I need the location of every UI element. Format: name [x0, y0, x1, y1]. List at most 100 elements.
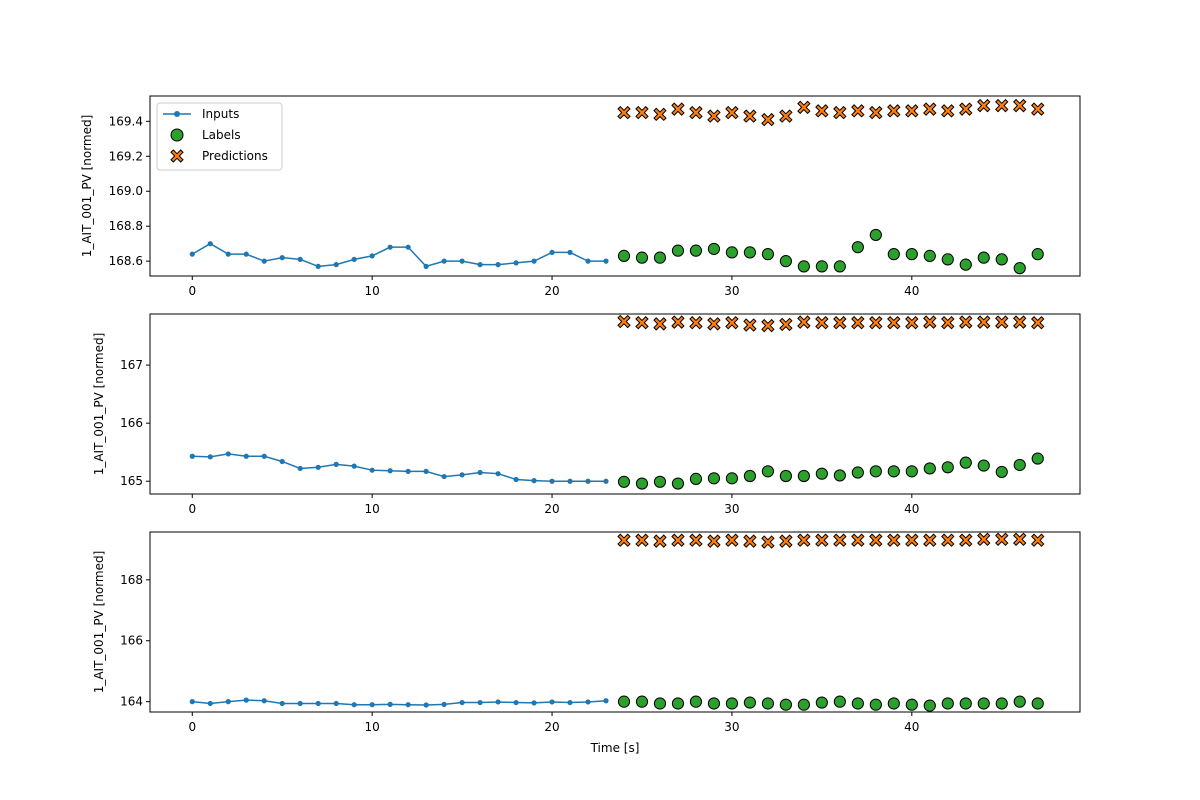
label-point — [725, 697, 739, 710]
inputs-point — [207, 454, 213, 460]
inputs-point — [477, 262, 483, 268]
prediction-point — [653, 534, 667, 548]
y-tick-label: 169.2 — [109, 149, 143, 163]
label-point — [977, 697, 990, 710]
prediction-point — [959, 315, 973, 329]
label-point — [779, 469, 792, 483]
x-tick-label: 20 — [544, 720, 559, 734]
label-point — [707, 242, 721, 256]
inputs-point — [513, 699, 519, 706]
prediction-point — [761, 318, 775, 333]
prediction-point — [1031, 102, 1045, 116]
inputs-point — [387, 701, 393, 707]
label-point — [671, 244, 685, 257]
label-point — [653, 475, 667, 488]
prediction-point — [815, 533, 829, 547]
y-tick-label: 167 — [120, 358, 143, 372]
label-point — [941, 697, 954, 710]
legend-entry-predictions: Predictions — [170, 149, 268, 163]
y-tick-label: 168.8 — [109, 219, 143, 233]
label-point — [887, 465, 900, 478]
label-point — [833, 695, 846, 708]
legend-label-inputs: Inputs — [202, 107, 239, 121]
label-point — [689, 244, 703, 257]
inputs-point — [279, 255, 285, 261]
label-point — [905, 248, 918, 261]
prediction-point — [653, 317, 667, 331]
inputs-point — [315, 700, 321, 707]
y-tick-label: 164 — [120, 695, 143, 709]
label-point — [1031, 452, 1044, 465]
prediction-point — [833, 533, 847, 547]
y-ticks: 164 166 168 — [120, 573, 150, 709]
prediction-point — [887, 104, 901, 118]
x-tick-label: 10 — [365, 502, 380, 516]
inputs-series-line — [191, 242, 607, 268]
prediction-point — [815, 316, 829, 330]
inputs-point — [585, 478, 591, 484]
inputs-point — [333, 700, 339, 707]
inputs-point — [531, 700, 537, 706]
x-tick-label: 30 — [724, 720, 739, 734]
y-tick-label: 168 — [120, 573, 143, 587]
label-point — [635, 251, 649, 264]
label-point — [707, 697, 721, 710]
inputs-point — [369, 253, 375, 259]
axes-frame — [149, 531, 1081, 713]
label-point — [869, 698, 882, 711]
inputs-point — [477, 469, 483, 476]
inputs-point — [549, 478, 555, 484]
inputs-point — [351, 256, 357, 262]
legend-labels-marker — [170, 128, 184, 142]
prediction-point — [707, 109, 721, 123]
inputs-point — [513, 260, 519, 266]
prediction-point — [725, 316, 739, 330]
prediction-point — [743, 534, 757, 548]
legend-entry-inputs: Inputs — [163, 107, 239, 121]
y-tick-label: 168.6 — [109, 254, 143, 268]
prediction-point — [869, 105, 883, 120]
inputs-point — [441, 258, 447, 264]
inputs-point — [207, 700, 213, 707]
inputs-point — [549, 249, 555, 256]
label-point — [635, 477, 649, 490]
inputs-point — [603, 478, 609, 484]
label-point — [995, 253, 1008, 266]
prediction-point — [941, 316, 955, 330]
inputs-point — [225, 251, 231, 257]
inputs-point — [441, 701, 447, 707]
inputs-point — [297, 465, 303, 472]
inputs-point — [441, 473, 447, 480]
label-point — [1031, 697, 1044, 710]
label-point — [905, 698, 918, 711]
prediction-point — [905, 104, 919, 118]
inputs-point — [423, 702, 429, 708]
inputs-point — [567, 478, 573, 484]
inputs-point — [585, 258, 591, 264]
prediction-point — [1031, 533, 1045, 547]
prediction-point — [995, 315, 1009, 329]
x-tick-label: 20 — [544, 284, 559, 298]
prediction-point — [887, 533, 901, 547]
label-point — [1013, 695, 1026, 708]
label-point — [707, 472, 721, 485]
inputs-point — [405, 702, 411, 708]
prediction-point — [869, 533, 883, 547]
inputs-point — [459, 699, 465, 706]
prediction-point — [833, 105, 847, 120]
prediction-point — [923, 315, 937, 329]
prediction-point — [707, 534, 721, 548]
inputs-point — [369, 702, 375, 708]
label-point — [815, 260, 828, 273]
inputs-point — [261, 698, 267, 704]
inputs-point — [261, 258, 267, 264]
inputs-point — [387, 244, 393, 250]
plot-marks — [189, 532, 1045, 712]
y-tick-label: 166 — [120, 634, 143, 648]
label-point — [995, 465, 1008, 479]
x-tick-label: 0 — [188, 284, 196, 298]
inputs-point — [531, 258, 537, 264]
inputs-point — [423, 468, 429, 474]
x-tick-label: 0 — [188, 502, 196, 516]
prediction-point — [761, 112, 775, 127]
